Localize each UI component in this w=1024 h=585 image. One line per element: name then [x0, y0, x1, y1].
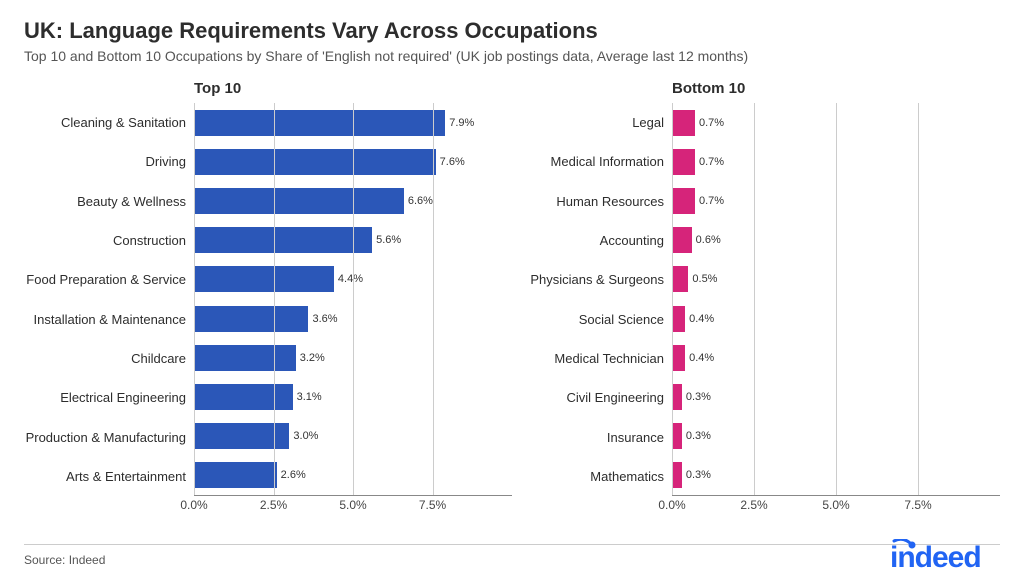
bar	[194, 384, 293, 410]
bar	[194, 423, 289, 449]
bar-area-top10: 7.9% 7.6% 6.6% 5.6% 4.4% 3.6% 3.2% 3.1% 3.0% 2.6%	[194, 103, 512, 496]
value-label: 0.3%	[686, 469, 711, 481]
bar	[672, 266, 688, 292]
chart-subtitle: Top 10 and Bottom 10 Occupations by Shar…	[24, 48, 1000, 64]
bar	[194, 110, 445, 136]
category-labels-bottom10: Legal Medical Information Human Resources A…	[512, 103, 672, 496]
category-label: Social Science	[512, 312, 664, 327]
x-tick-label: 0.0%	[658, 498, 685, 512]
category-label: Driving	[24, 154, 186, 169]
category-labels-top10: Cleaning & Sanitation Driving Beauty & Wel…	[24, 103, 194, 496]
grid-line	[433, 103, 434, 495]
bar-area-bottom10: 0.7% 0.7% 0.7% 0.6% 0.5% 0.4% 0.4% 0.3% 0.3% 0.3%	[672, 103, 1000, 496]
category-label: Beauty & Wellness	[24, 194, 186, 209]
x-tick-label: 7.5%	[419, 498, 446, 512]
category-label: Human Resources	[512, 194, 664, 209]
category-label: Mathematics	[512, 469, 664, 484]
category-label: Medical Information	[512, 154, 664, 169]
bar	[194, 462, 277, 488]
x-tick-label: 5.0%	[339, 498, 366, 512]
panel-top10: Top 10 Cleaning & Sanitation Driving Beaut…	[24, 80, 512, 520]
value-label: 0.7%	[699, 156, 724, 168]
panel-title-bottom10: Bottom 10	[512, 80, 1000, 97]
bar	[672, 345, 685, 371]
value-label: 0.7%	[699, 195, 724, 207]
category-label: Cleaning & Sanitation	[24, 115, 186, 130]
value-label: 4.4%	[338, 273, 363, 285]
value-label: 0.6%	[696, 234, 721, 246]
category-label: Arts & Entertainment	[24, 469, 186, 484]
grid-line	[274, 103, 275, 495]
category-label: Production & Manufacturing	[24, 430, 186, 445]
source-label: Source: Indeed	[24, 553, 105, 567]
value-label: 0.5%	[692, 273, 717, 285]
bar	[672, 306, 685, 332]
bar	[672, 227, 692, 253]
footer-rule	[24, 544, 1000, 545]
plot-bottom10: Legal Medical Information Human Resources A…	[512, 103, 1000, 496]
indeed-logo: indeed	[890, 539, 1000, 575]
bar	[194, 345, 296, 371]
bar	[672, 423, 682, 449]
chart-title: UK: Language Requirements Vary Across Oc…	[24, 18, 1000, 44]
plot-top10: Cleaning & Sanitation Driving Beauty & Wel…	[24, 103, 512, 496]
category-label: Medical Technician	[512, 351, 664, 366]
x-tick-label: 2.5%	[260, 498, 287, 512]
value-label: 6.6%	[408, 195, 433, 207]
svg-text:indeed: indeed	[890, 541, 981, 574]
bar	[194, 266, 334, 292]
panel-title-top10: Top 10	[24, 80, 512, 97]
panels-container: Top 10 Cleaning & Sanitation Driving Beaut…	[24, 80, 1000, 520]
x-tick-label: 0.0%	[180, 498, 207, 512]
panel-bottom10: Bottom 10 Legal Medical Information Human …	[512, 80, 1000, 520]
bar	[672, 462, 682, 488]
category-label: Construction	[24, 233, 186, 248]
bar	[672, 110, 695, 136]
bar	[194, 188, 404, 214]
value-label: 0.3%	[686, 430, 711, 442]
value-label: 2.6%	[281, 469, 306, 481]
category-label: Civil Engineering	[512, 390, 664, 405]
value-label: 5.6%	[376, 234, 401, 246]
bar	[194, 306, 308, 332]
value-label: 0.4%	[689, 352, 714, 364]
value-label: 7.6%	[440, 156, 465, 168]
value-label: 0.4%	[689, 313, 714, 325]
value-label: 0.7%	[699, 117, 724, 129]
value-label: 7.9%	[449, 117, 474, 129]
value-label: 3.1%	[297, 391, 322, 403]
grid-line	[754, 103, 755, 495]
x-tick-label: 7.5%	[904, 498, 931, 512]
grid-line	[836, 103, 837, 495]
grid-line	[918, 103, 919, 495]
x-tick-label: 2.5%	[740, 498, 767, 512]
value-label: 3.6%	[312, 313, 337, 325]
category-label: Insurance	[512, 430, 664, 445]
x-axis-top10: 0.0%2.5%5.0%7.5%	[194, 496, 512, 520]
bar	[194, 227, 372, 253]
bar	[194, 149, 436, 175]
grid-line	[194, 103, 195, 495]
bar	[672, 188, 695, 214]
category-label: Installation & Maintenance	[24, 312, 186, 327]
x-tick-label: 5.0%	[822, 498, 849, 512]
bar	[672, 149, 695, 175]
category-label: Childcare	[24, 351, 186, 366]
value-label: 3.2%	[300, 352, 325, 364]
category-label: Legal	[512, 115, 664, 130]
grid-line	[353, 103, 354, 495]
category-label: Accounting	[512, 233, 664, 248]
category-label: Physicians & Surgeons	[512, 272, 664, 287]
category-label: Food Preparation & Service	[24, 272, 186, 287]
value-label: 3.0%	[293, 430, 318, 442]
x-axis-bottom10: 0.0%2.5%5.0%7.5%	[672, 496, 1000, 520]
category-label: Electrical Engineering	[24, 390, 186, 405]
grid-line	[672, 103, 673, 495]
bar	[672, 384, 682, 410]
value-label: 0.3%	[686, 391, 711, 403]
